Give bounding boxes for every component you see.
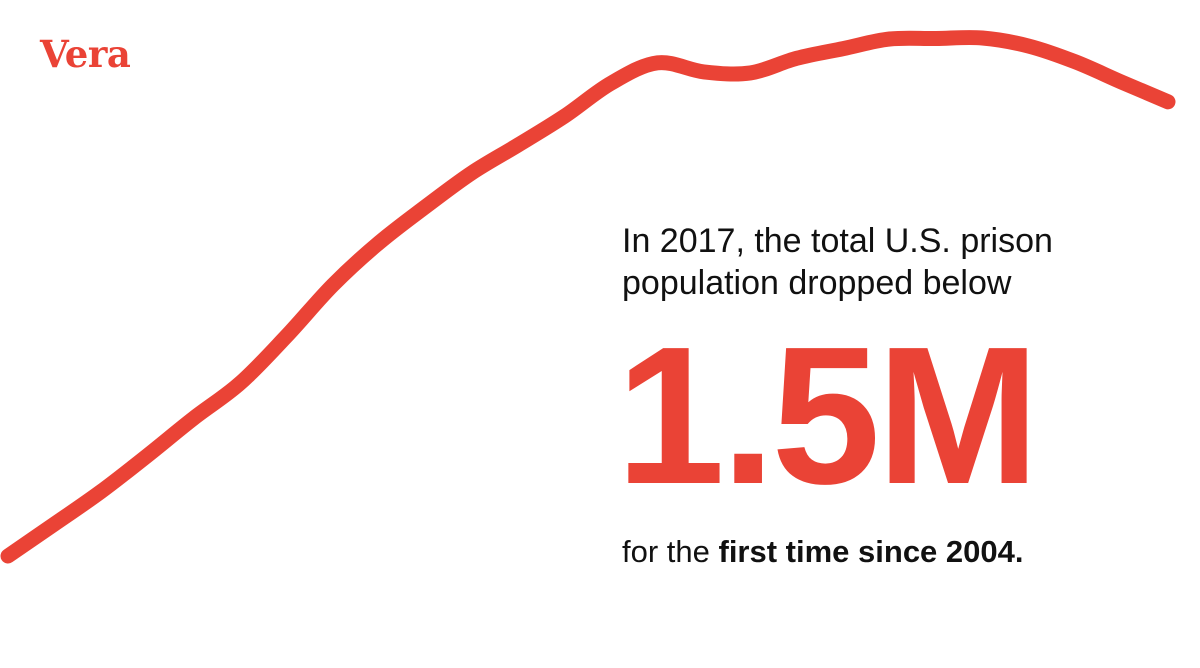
vera-logo: Vera — [40, 32, 131, 76]
headline-line-2: population dropped below — [622, 264, 1012, 302]
headline-line-1: In 2017, the total U.S. prison — [622, 222, 1053, 260]
prison-population-trend-line — [0, 30, 1176, 564]
closing-line: for the first time since 2004. — [622, 536, 1024, 567]
closing-bold-text: first time since 2004. — [718, 534, 1024, 569]
big-number: 1.5M — [616, 306, 1040, 525]
closing-plain-text: for the — [622, 534, 719, 569]
